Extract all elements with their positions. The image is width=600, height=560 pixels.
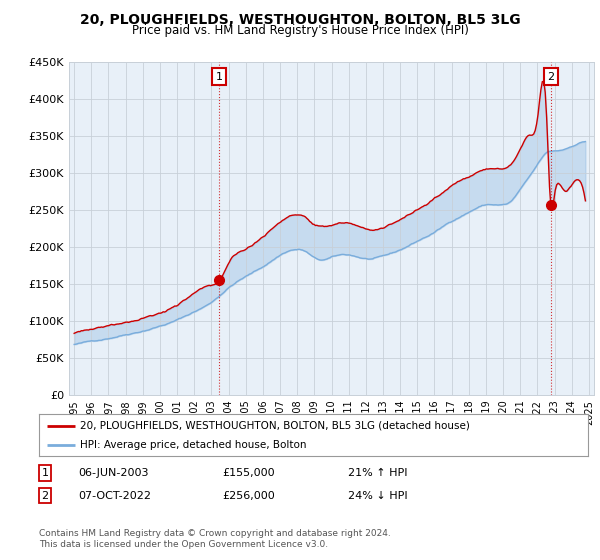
Text: 1: 1: [215, 72, 223, 82]
Text: 2: 2: [547, 72, 554, 82]
Text: 24% ↓ HPI: 24% ↓ HPI: [348, 491, 407, 501]
Text: 06-JUN-2003: 06-JUN-2003: [78, 468, 149, 478]
Text: 21% ↑ HPI: 21% ↑ HPI: [348, 468, 407, 478]
Text: 2: 2: [41, 491, 49, 501]
Text: 20, PLOUGHFIELDS, WESTHOUGHTON, BOLTON, BL5 3LG: 20, PLOUGHFIELDS, WESTHOUGHTON, BOLTON, …: [80, 13, 520, 27]
Text: HPI: Average price, detached house, Bolton: HPI: Average price, detached house, Bolt…: [80, 440, 307, 450]
Text: 20, PLOUGHFIELDS, WESTHOUGHTON, BOLTON, BL5 3LG (detached house): 20, PLOUGHFIELDS, WESTHOUGHTON, BOLTON, …: [80, 421, 470, 431]
Text: £155,000: £155,000: [222, 468, 275, 478]
Text: Contains HM Land Registry data © Crown copyright and database right 2024.
This d: Contains HM Land Registry data © Crown c…: [39, 529, 391, 549]
Text: Price paid vs. HM Land Registry's House Price Index (HPI): Price paid vs. HM Land Registry's House …: [131, 24, 469, 38]
Text: 1: 1: [41, 468, 49, 478]
Text: £256,000: £256,000: [222, 491, 275, 501]
Text: 07-OCT-2022: 07-OCT-2022: [78, 491, 151, 501]
